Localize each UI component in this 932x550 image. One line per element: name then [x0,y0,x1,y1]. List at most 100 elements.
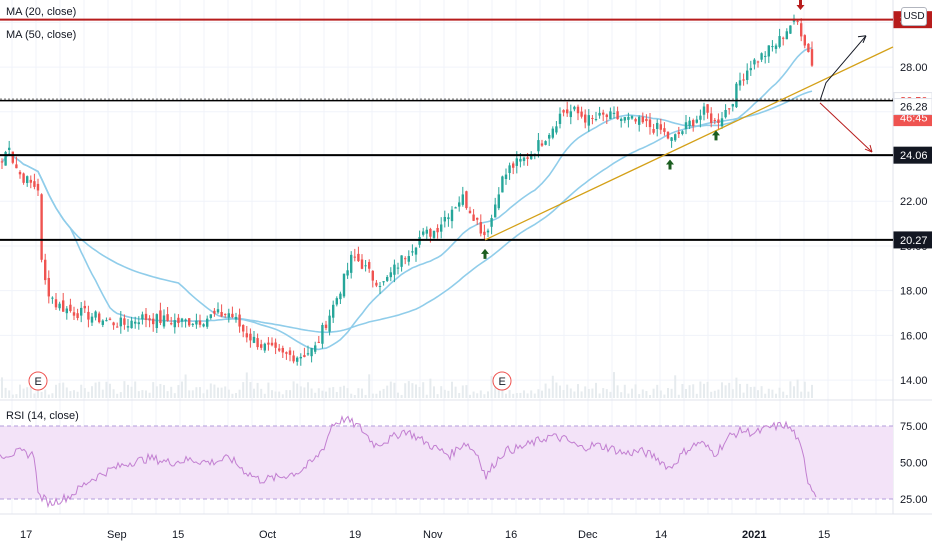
volume-bar [602,388,605,398]
candle-body [378,285,382,287]
candle-body [764,55,767,57]
candle-body [72,312,76,316]
candle-body [299,356,302,359]
candle-body [638,116,641,125]
candle-body [278,348,281,351]
ma50-legend[interactable]: MA (50, close) [6,29,77,41]
candle-body [753,59,756,65]
currency-button[interactable]: USD [901,7,927,26]
candle-body [490,218,493,227]
volume-bar [670,388,673,398]
volume-bar [263,393,266,398]
volume-bar [267,382,270,398]
volume-bar [562,389,565,398]
volume-bar [721,382,723,398]
candle-body [116,326,119,328]
volume-bar [11,394,14,398]
candle-body [396,267,400,269]
volume-bar [328,387,331,398]
volume-bar [184,374,187,398]
volume-bar [155,386,158,398]
candle-body [353,256,356,258]
volume-bar [253,388,255,398]
volume-bar [490,376,493,398]
volume-bar [415,384,417,398]
candle-body [234,316,238,320]
volume-bar [443,389,446,398]
volume-bar [710,391,713,398]
volume-bar [310,388,313,398]
volume-bar [656,384,659,398]
candle-body [69,304,72,312]
price-tag: 26.28 [893,98,932,116]
candle-body [630,116,634,119]
candle-body [461,194,464,205]
volume-bar [303,387,306,398]
volume-bar [249,382,252,398]
candle-body [663,128,666,132]
volume-bar [605,389,608,398]
price-axis-tick: 16.00 [900,330,928,342]
volume-bar [425,394,428,398]
rsi-legend[interactable]: RSI (14, close) [6,410,79,422]
volume-bar [343,385,345,398]
volume-bar [202,393,205,398]
candle-body [375,282,378,286]
candle-body [224,313,227,315]
candle-body [33,181,36,187]
candle-body [652,129,655,133]
candle-body [324,324,328,329]
volume-bar [58,383,61,398]
volume-bar [692,384,695,398]
volume-bar [494,387,497,398]
candle-body [576,106,580,114]
candle-body [346,270,349,276]
candle-body [760,53,763,60]
candle-body [260,344,263,348]
candle-body [249,333,252,341]
candle-body [364,265,367,267]
candle-body [688,120,691,127]
candle-body [774,45,778,49]
candle-body [382,281,385,283]
ma20-legend[interactable]: MA (20, close) [6,6,77,18]
time-axis-tick: 16 [505,529,517,541]
candle-body [270,342,274,346]
candle-body [486,230,490,233]
volume-bar [238,389,241,398]
price-tag-label: 46:45 [900,113,928,125]
candle-body [288,350,292,355]
candle-body [562,110,565,113]
time-axis-tick: Oct [259,529,276,541]
volume-bar [134,381,137,398]
volume-bar [793,386,795,398]
volume-bar [321,390,324,398]
volume-bar [580,391,583,398]
candle-body [350,254,353,273]
volume-bar [569,388,572,398]
candle-body [101,320,104,325]
candle-body [321,324,324,344]
volume-bar [497,387,500,398]
price-axis-tick: 18.00 [900,286,928,298]
volume-bar [487,391,489,398]
volume-bar [141,390,144,398]
volume-bar [627,393,630,398]
volume-bar [778,387,781,398]
projection-up-arrowhead [857,35,867,43]
volume-bar [785,394,788,398]
candle-body [735,83,738,108]
volume-bar [163,385,165,398]
buy-signal-arrow-icon [481,248,489,259]
candle-body [40,194,43,260]
buy-signal-arrow-icon [666,159,674,170]
candle-body [627,116,630,120]
volume-bar [724,385,727,398]
volume-bar [609,391,612,398]
price-tag-box [893,146,932,164]
candle-body [515,158,518,166]
candle-body [454,207,457,209]
volume-bar [242,382,245,398]
volume-bar [584,386,587,398]
